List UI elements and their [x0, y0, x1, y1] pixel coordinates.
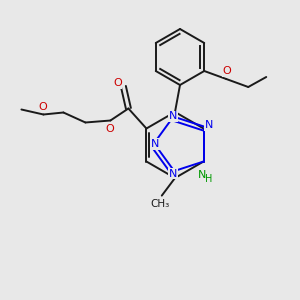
Text: N: N [204, 121, 213, 130]
Text: O: O [223, 66, 232, 76]
Text: N: N [169, 169, 177, 179]
Text: CH₃: CH₃ [150, 199, 170, 208]
Text: O: O [38, 101, 47, 112]
Text: H: H [205, 175, 212, 184]
Text: O: O [113, 79, 122, 88]
Text: N: N [151, 139, 159, 149]
Text: O: O [105, 124, 114, 134]
Text: N: N [197, 170, 206, 181]
Text: N: N [169, 111, 177, 121]
